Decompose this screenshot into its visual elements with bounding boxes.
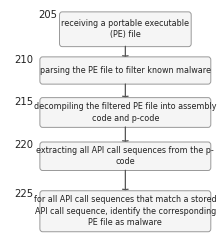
- FancyBboxPatch shape: [40, 191, 211, 232]
- Text: 210: 210: [14, 55, 33, 65]
- FancyBboxPatch shape: [40, 142, 211, 171]
- Text: 225: 225: [14, 189, 33, 199]
- Text: extracting all API call sequences from the p-
code: extracting all API call sequences from t…: [36, 146, 214, 167]
- FancyBboxPatch shape: [60, 12, 191, 46]
- Text: for all API call sequences that match a stored
API call sequence, identify the c: for all API call sequences that match a …: [34, 195, 217, 227]
- Text: 215: 215: [14, 97, 33, 107]
- Text: receiving a portable executable
(PE) file: receiving a portable executable (PE) fil…: [61, 19, 189, 40]
- FancyBboxPatch shape: [40, 98, 211, 127]
- Text: 205: 205: [38, 10, 57, 20]
- Text: parsing the PE file to filter known malware: parsing the PE file to filter known malw…: [40, 66, 211, 75]
- Text: decompiling the filtered PE file into assembly
code and p-code: decompiling the filtered PE file into as…: [34, 102, 217, 123]
- FancyBboxPatch shape: [40, 57, 211, 84]
- Text: 220: 220: [14, 140, 33, 150]
